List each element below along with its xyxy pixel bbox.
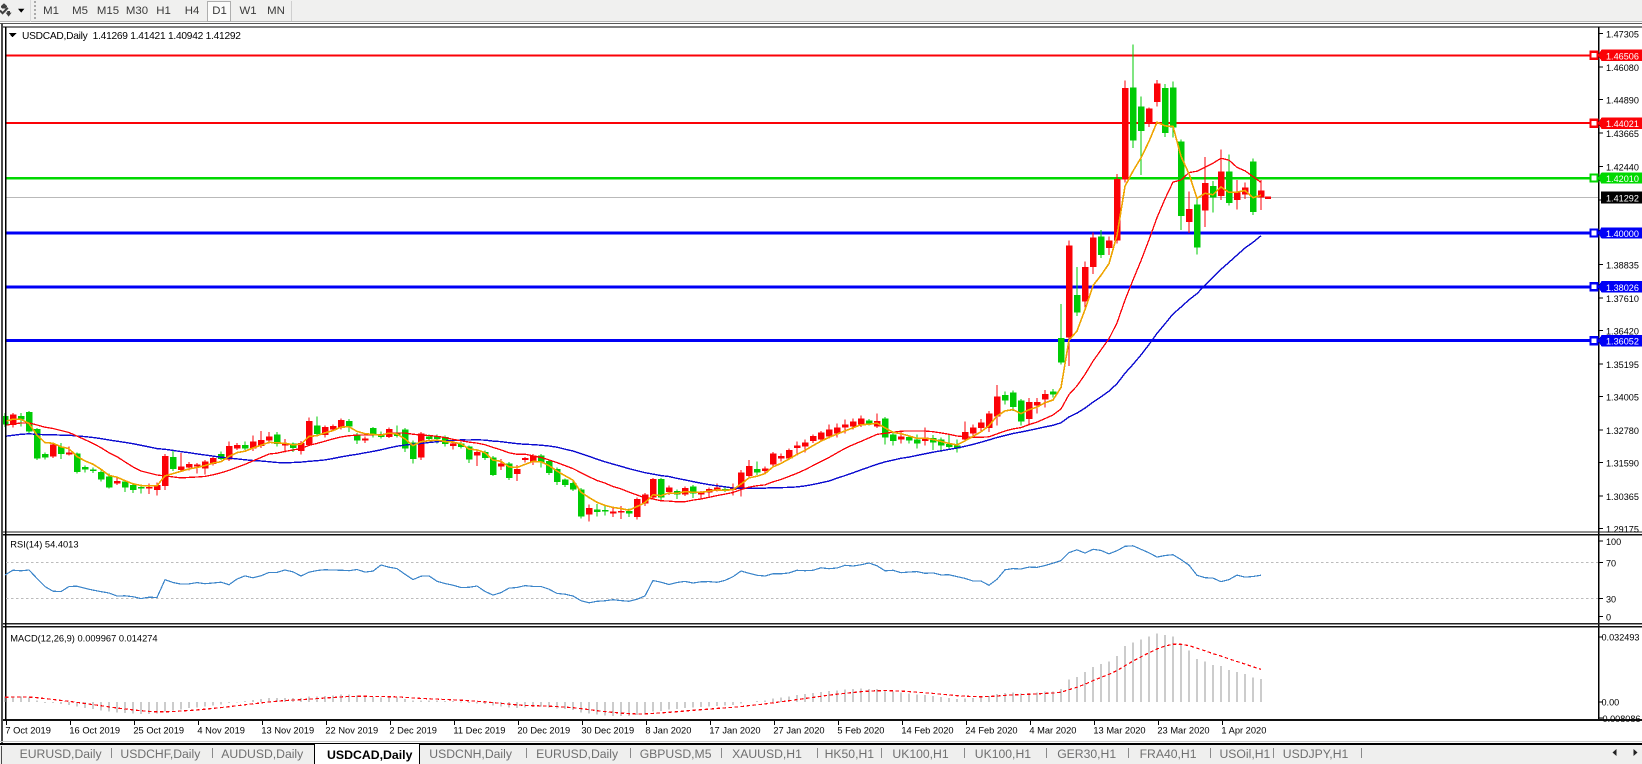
svg-text:1.29175: 1.29175 xyxy=(1606,524,1639,534)
svg-text:16 Oct 2019: 16 Oct 2019 xyxy=(69,726,120,736)
svg-text:1.46506: 1.46506 xyxy=(1606,51,1639,61)
svg-text:USDCAD,Daily 1.41269 1.41421: USDCAD,Daily 1.41269 1.41421 1.40942 1.4… xyxy=(22,31,241,42)
svg-text:17 Jan 2020: 17 Jan 2020 xyxy=(709,726,760,736)
svg-text:4 Nov 2019: 4 Nov 2019 xyxy=(197,726,245,736)
svg-text:25 Oct 2019: 25 Oct 2019 xyxy=(133,726,184,736)
svg-text:4 Mar 2020: 4 Mar 2020 xyxy=(1029,726,1076,736)
svg-text:24 Feb 2020: 24 Feb 2020 xyxy=(965,726,1017,736)
svg-text:1.38026: 1.38026 xyxy=(1606,283,1639,293)
svg-text:1.42010: 1.42010 xyxy=(1606,174,1639,184)
svg-text:1.44021: 1.44021 xyxy=(1606,119,1639,129)
svg-text:1 Apr 2020: 1 Apr 2020 xyxy=(1221,726,1266,736)
svg-text:1.47305: 1.47305 xyxy=(1606,30,1639,40)
svg-text:1.40000: 1.40000 xyxy=(1606,229,1639,239)
svg-text:RSI(14) 54.4013: RSI(14) 54.4013 xyxy=(10,539,78,549)
svg-text:0.00: 0.00 xyxy=(1602,698,1620,708)
svg-text:23 Mar 2020: 23 Mar 2020 xyxy=(1157,726,1209,736)
svg-text:20 Dec 2019: 20 Dec 2019 xyxy=(517,726,570,736)
svg-text:1.32780: 1.32780 xyxy=(1606,426,1639,436)
svg-text:2 Dec 2019: 2 Dec 2019 xyxy=(389,726,437,736)
svg-text:1.43665: 1.43665 xyxy=(1606,129,1639,139)
svg-text:1.30365: 1.30365 xyxy=(1606,492,1639,502)
svg-text:1.31590: 1.31590 xyxy=(1606,459,1639,469)
svg-text:1.35195: 1.35195 xyxy=(1606,360,1639,370)
svg-text:27 Jan 2020: 27 Jan 2020 xyxy=(773,726,824,736)
svg-text:70: 70 xyxy=(1606,558,1616,568)
svg-text:11 Dec 2019: 11 Dec 2019 xyxy=(453,726,505,736)
svg-text:1.37610: 1.37610 xyxy=(1606,294,1639,304)
svg-text:1.42440: 1.42440 xyxy=(1606,162,1639,172)
svg-text:1.36052: 1.36052 xyxy=(1606,337,1639,347)
svg-text:0.032493: 0.032493 xyxy=(1602,633,1640,643)
svg-text:1.46080: 1.46080 xyxy=(1606,63,1639,73)
svg-text:5 Feb 2020: 5 Feb 2020 xyxy=(837,726,884,736)
svg-text:MACD(12,26,9) 0.009967 0.01427: MACD(12,26,9) 0.009967 0.014274 xyxy=(10,634,157,644)
svg-text:100: 100 xyxy=(1606,537,1621,547)
svg-text:8 Jan 2020: 8 Jan 2020 xyxy=(645,726,691,736)
svg-text:7 Oct 2019: 7 Oct 2019 xyxy=(5,726,50,736)
svg-text:14 Feb 2020: 14 Feb 2020 xyxy=(901,726,953,736)
svg-text:1.34005: 1.34005 xyxy=(1606,393,1639,403)
svg-text:22 Nov 2019: 22 Nov 2019 xyxy=(325,726,378,736)
svg-text:30 Dec 2019: 30 Dec 2019 xyxy=(581,726,634,736)
svg-text:13 Mar 2020: 13 Mar 2020 xyxy=(1093,726,1145,736)
svg-text:30: 30 xyxy=(1606,594,1616,604)
svg-text:0: 0 xyxy=(1606,613,1611,623)
svg-text:13 Nov 2019: 13 Nov 2019 xyxy=(261,726,314,736)
svg-text:1.38835: 1.38835 xyxy=(1606,261,1639,271)
svg-text:1.41292: 1.41292 xyxy=(1606,194,1639,204)
svg-text:-0.008086: -0.008086 xyxy=(1600,714,1641,724)
svg-text:1.44890: 1.44890 xyxy=(1606,95,1639,105)
svg-text:1.36420: 1.36420 xyxy=(1606,327,1639,337)
